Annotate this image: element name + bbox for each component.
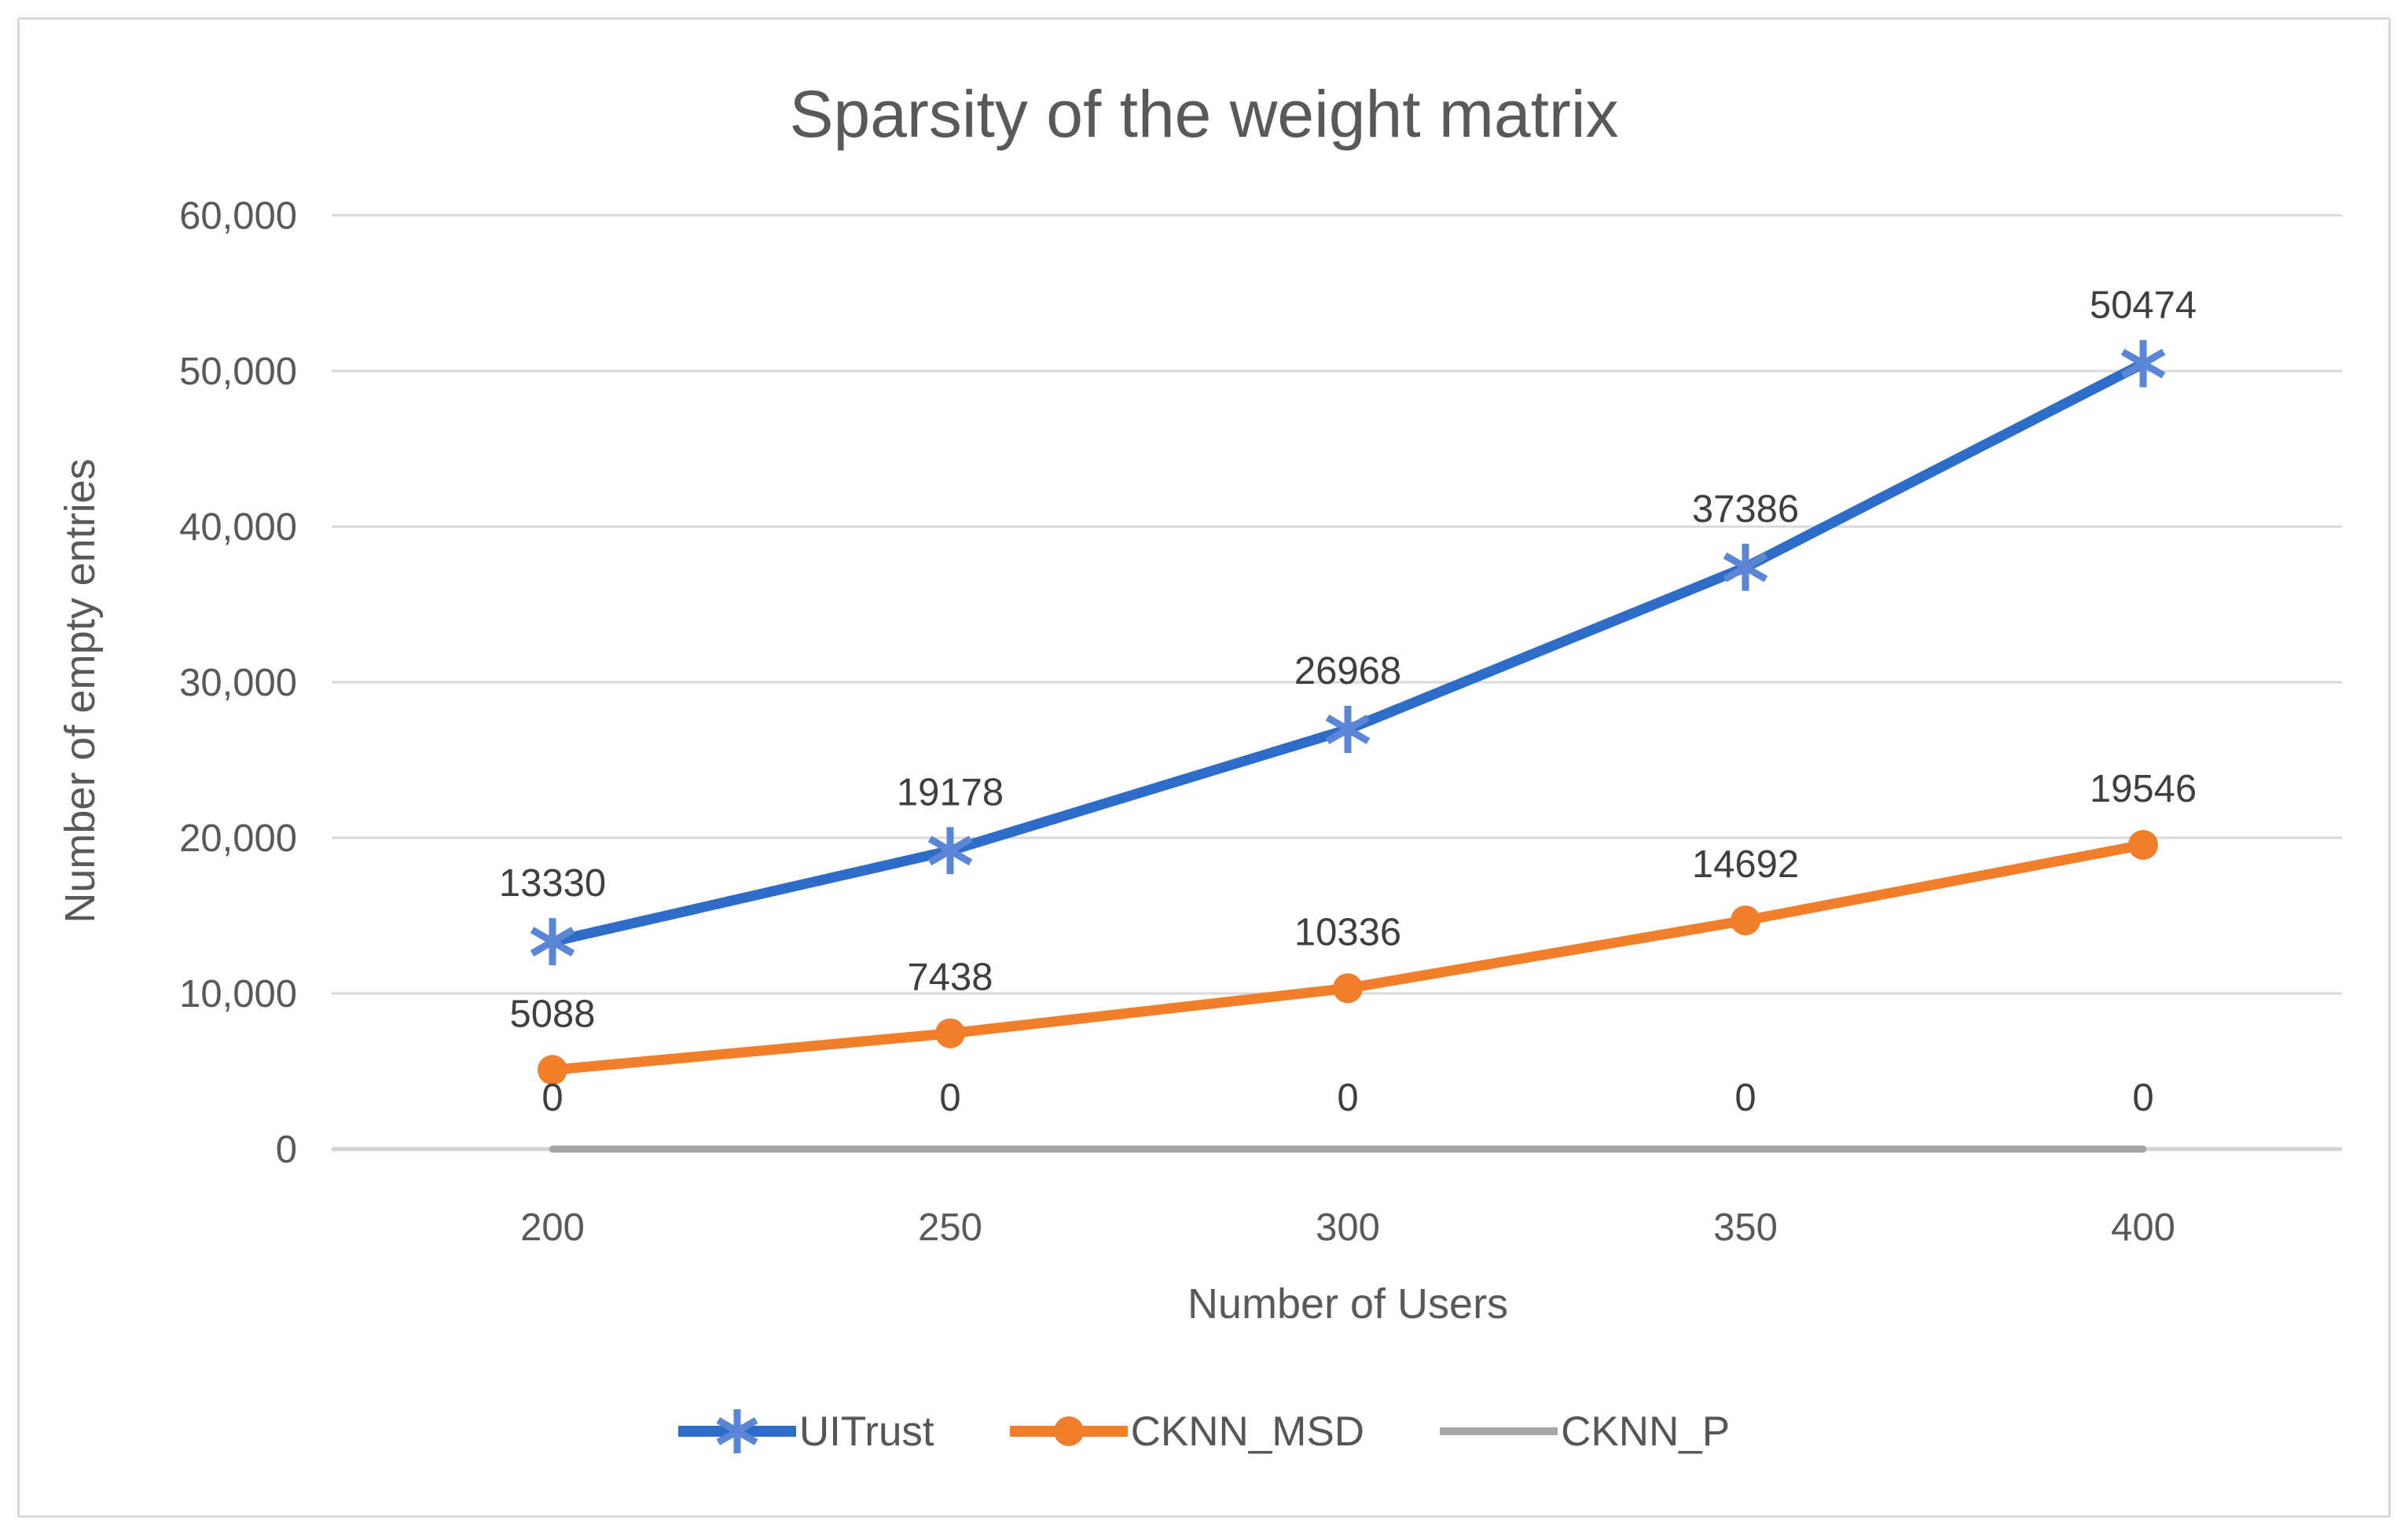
dot-marker — [1731, 905, 1760, 936]
x-tick-label: 300 — [1316, 1206, 1380, 1249]
data-label: 19178 — [897, 771, 1004, 813]
dot-marker — [935, 1018, 965, 1048]
legend-label: CKNN_P — [1561, 1408, 1731, 1455]
legend-swatch-CKNN_MSD — [1009, 1416, 1128, 1446]
y-tick-label: 20,000 — [179, 817, 297, 860]
chart-frame: Sparsity of the weight matrix — [17, 17, 2391, 1518]
data-label: 0 — [1337, 1077, 1358, 1119]
x-axis-title: Number of Users — [1187, 1280, 1509, 1328]
series-line-CKNN_MSD — [547, 839, 2149, 1075]
dot-marker — [1333, 973, 1363, 1004]
dot-marker — [1053, 1416, 1084, 1446]
y-tick-label: 40,000 — [179, 506, 297, 549]
y-axis-title: Number of empty entries — [57, 458, 104, 924]
data-label: 0 — [1734, 1077, 1756, 1119]
y-tick-label: 0 — [276, 1129, 297, 1171]
y-axis-tick-labels: 0 10,000 20,000 30,000 40,000 50,000 60,000 — [179, 195, 297, 1171]
star-marker — [1723, 543, 1768, 591]
data-label: 5088 — [509, 993, 595, 1035]
data-label: 14692 — [1692, 843, 1799, 886]
x-tick-label: 250 — [918, 1206, 982, 1249]
star-marker — [927, 827, 973, 875]
data-label: 0 — [939, 1077, 960, 1119]
data-label: 0 — [541, 1077, 563, 1119]
legend: UITrust CKNN_MSD CKNN_P — [0, 1397, 2408, 1465]
series-UITrust — [530, 340, 2166, 966]
data-label: 7438 — [907, 957, 993, 999]
data-labels: 13330 19178 26968 37386 50474 5088 7438 10336 14… — [499, 285, 2197, 1119]
y-tick-label: 60,000 — [179, 195, 297, 237]
data-label: 37386 — [1692, 488, 1799, 531]
legend-item-CKNN_P: CKNN_P — [1440, 1401, 1730, 1462]
data-label: 13330 — [499, 862, 606, 905]
star-marker — [530, 918, 575, 966]
legend-item-UITrust: UITrust — [677, 1401, 934, 1462]
y-tick-label: 10,000 — [179, 973, 297, 1015]
legend-label: UITrust — [798, 1408, 934, 1455]
data-label: 0 — [2132, 1077, 2153, 1119]
x-tick-label: 350 — [1713, 1206, 1778, 1249]
legend-item-CKNN_MSD: CKNN_MSD — [1009, 1401, 1365, 1462]
star-marker — [1325, 706, 1371, 754]
legend-swatch-UITrust — [677, 1409, 796, 1453]
series-CKNN_MSD — [538, 829, 2158, 1085]
legend-swatch-CKNN_P — [1440, 1427, 1558, 1435]
x-tick-label: 200 — [520, 1206, 585, 1249]
star-marker — [716, 1409, 758, 1453]
y-tick-label: 50,000 — [179, 351, 297, 393]
chart-title: Sparsity of the weight matrix — [789, 77, 1619, 151]
data-label: 26968 — [1294, 650, 1401, 692]
data-label: 50474 — [2090, 285, 2197, 327]
dot-marker — [538, 1055, 567, 1085]
y-tick-label: 30,000 — [179, 662, 297, 704]
x-tick-label: 400 — [2111, 1206, 2175, 1249]
legend-label: CKNN_MSD — [1130, 1408, 1365, 1455]
dot-marker — [2128, 829, 2158, 860]
gridlines — [332, 214, 2342, 1151]
x-axis-tick-labels: 200 250 300 350 400 — [520, 1206, 2175, 1249]
star-marker — [2120, 340, 2166, 387]
data-label: 10336 — [1294, 911, 1401, 953]
data-label: 19546 — [2090, 768, 2197, 810]
